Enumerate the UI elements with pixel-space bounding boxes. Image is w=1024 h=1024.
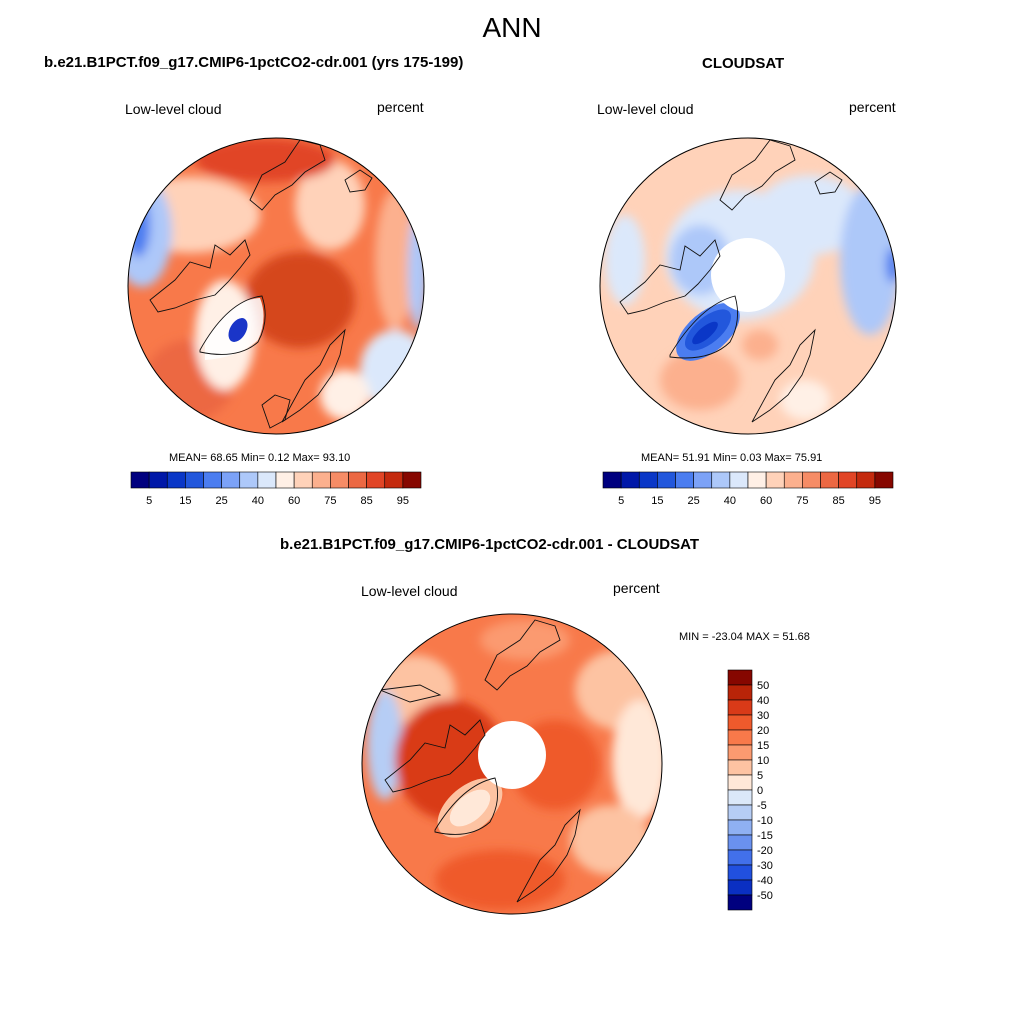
model-colorbar-box [402, 471, 422, 489]
obs-colorbar-tick-label: 75 [796, 495, 808, 507]
diff-colorbar-box [727, 729, 753, 746]
diff-map [361, 613, 663, 915]
diff-colorbar-box [727, 789, 753, 806]
obs-colorbar-box [729, 471, 749, 489]
obs-variable-label: Low-level cloud [597, 101, 694, 117]
diff-colorbar-tick-label: 40 [757, 695, 769, 707]
obs-colorbar-tick-label: 5 [618, 495, 624, 507]
model-colorbar-box [221, 471, 241, 489]
obs-colorbar-tick-label: 60 [760, 495, 772, 507]
model-colorbar-box [185, 471, 204, 489]
model-colorbar-box [130, 471, 150, 489]
model-map [127, 137, 425, 435]
diff-colorbar-box [727, 879, 753, 896]
obs-colorbar-box [657, 471, 676, 489]
diff-colorbar-tick-label: -10 [757, 815, 773, 827]
model-colorbar-box [257, 471, 277, 489]
main-title: ANN [482, 12, 542, 43]
obs-panel-title: CLOUDSAT [702, 55, 785, 72]
model-colorbar-box [366, 471, 386, 489]
model-colorbar-tick-label: 95 [397, 495, 409, 507]
diff-units-label: percent [613, 580, 660, 596]
obs-colorbar-tick-label: 85 [833, 495, 845, 507]
obs-colorbar-box [638, 471, 658, 489]
diff-colorbar-tick-label: 50 [757, 680, 769, 692]
obs-colorbar-box [783, 471, 803, 489]
model-colorbar-box [293, 471, 313, 489]
diff-colorbar-tick-label: -5 [757, 800, 767, 812]
diff-colorbar-tick-label: 10 [757, 755, 769, 767]
model-colorbar-box [239, 471, 259, 489]
obs-colorbar-tick-label: 25 [688, 495, 700, 507]
diff-colorbar-box [727, 864, 753, 881]
obs-colorbar-box [820, 471, 839, 489]
obs-colorbar-box [874, 471, 894, 489]
model-colorbar-box [203, 471, 222, 489]
model-colorbar-tick-label: 85 [361, 495, 373, 507]
diff-variable-label: Low-level cloud [361, 583, 458, 599]
diff-colorbar-box [727, 699, 753, 716]
diff-colorbar-tick-label: -30 [757, 860, 773, 872]
model-colorbar-tick-label: 15 [179, 495, 191, 507]
model-colorbar-box [275, 471, 295, 489]
obs-colorbar-box [675, 471, 694, 489]
diff-colorbar-box [727, 819, 753, 836]
diff-colorbar-box [727, 684, 753, 701]
diff-colorbar-box [727, 759, 753, 776]
model-stats: MEAN= 68.65 Min= 0.12 Max= 93.10 [169, 452, 351, 464]
diff-stats: MIN = -23.04 MAX = 51.68 [679, 631, 810, 643]
obs-colorbar-tick-label: 15 [651, 495, 663, 507]
obs-colorbar-box [765, 471, 785, 489]
obs-colorbar-box [620, 471, 640, 489]
obs-colorbar-box [802, 471, 821, 489]
diff-colorbar-tick-label: -15 [757, 830, 773, 842]
obs-colorbar-box [693, 471, 713, 489]
model-colorbar-tick-label: 75 [324, 495, 336, 507]
model-colorbar-box [330, 471, 349, 489]
model-colorbar-box [384, 471, 404, 489]
model-units-label: percent [377, 99, 424, 115]
obs-colorbar-box [856, 471, 876, 489]
model-colorbar-tick-label: 25 [216, 495, 228, 507]
diff-colorbar-tick-label: 20 [757, 725, 769, 737]
diff-colorbar-box [727, 849, 753, 866]
model-colorbar-tick-label: 5 [146, 495, 152, 507]
diff-colorbar-tick-label: -40 [757, 875, 773, 887]
diff-panel-title: b.e21.B1PCT.f09_g17.CMIP6-1pctCO2-cdr.00… [280, 536, 700, 553]
model-colorbar: 5 15 25 40 60 75 85 95 [130, 471, 422, 507]
diff-colorbar-box [727, 834, 753, 851]
obs-colorbar-box [711, 471, 731, 489]
diff-colorbar-box [727, 804, 753, 821]
model-variable-label: Low-level cloud [125, 101, 222, 117]
diff-colorbar-box [727, 744, 753, 761]
obs-stats: MEAN= 51.91 Min= 0.03 Max= 75.91 [641, 452, 823, 464]
model-colorbar-box [166, 471, 186, 489]
model-panel-title: b.e21.B1PCT.f09_g17.CMIP6-1pctCO2-cdr.00… [44, 54, 464, 71]
diff-colorbar-box [727, 669, 753, 686]
obs-units-label: percent [849, 99, 896, 115]
diff-colorbar-box [727, 774, 753, 791]
diff-colorbar-box [727, 894, 753, 911]
diff-colorbar-tick-label: 5 [757, 770, 763, 782]
obs-colorbar-tick-label: 40 [724, 495, 736, 507]
obs-colorbar-box [602, 471, 622, 489]
diff-colorbar-box [727, 714, 753, 731]
model-colorbar-box [148, 471, 168, 489]
diff-colorbar-tick-label: -20 [757, 845, 773, 857]
diff-colorbar-tick-label: 30 [757, 710, 769, 722]
diff-colorbar-tick-label: 0 [757, 785, 763, 797]
diff-colorbar-tick-label: -50 [757, 890, 773, 902]
obs-colorbar-box [838, 471, 858, 489]
obs-map [599, 137, 897, 435]
obs-colorbar: 5 15 25 40 60 75 85 95 [602, 471, 894, 507]
diff-colorbar-tick-label: 15 [757, 740, 769, 752]
model-colorbar-tick-label: 60 [288, 495, 300, 507]
obs-colorbar-tick-label: 95 [869, 495, 881, 507]
obs-colorbar-box [747, 471, 767, 489]
model-colorbar-tick-label: 40 [252, 495, 264, 507]
model-colorbar-box [348, 471, 367, 489]
model-colorbar-box [311, 471, 331, 489]
